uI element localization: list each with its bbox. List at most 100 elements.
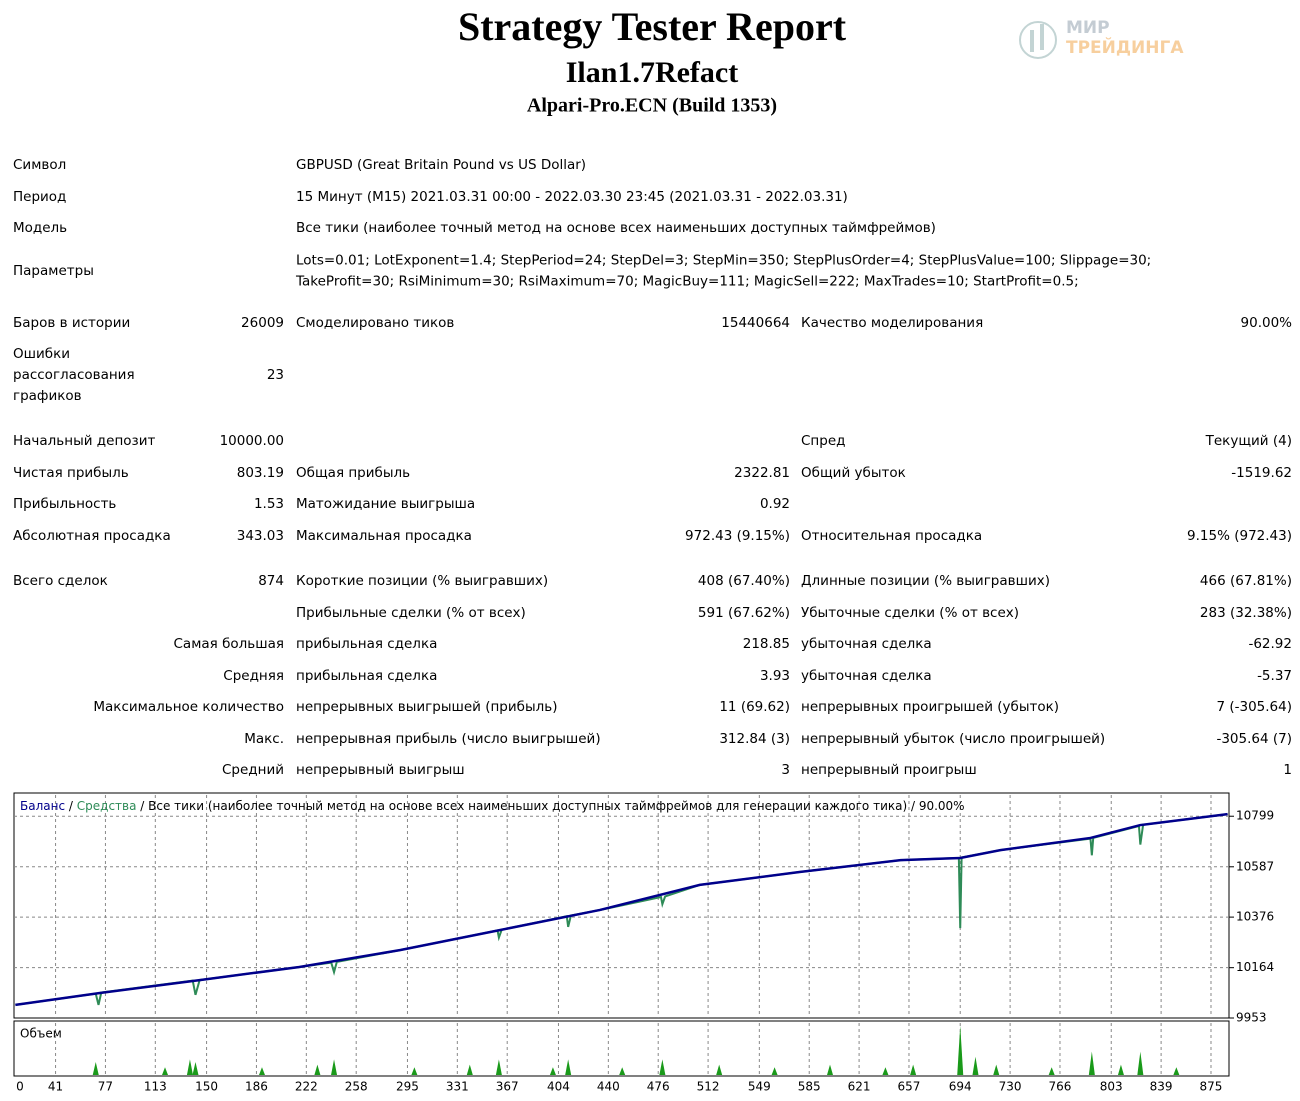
cell-text: графиков bbox=[13, 388, 82, 404]
cell-label: Матожидание выигрыша bbox=[296, 496, 475, 512]
logo-text: ТРЕЙДИНГА bbox=[1066, 36, 1184, 58]
legend-entry: Средства bbox=[77, 799, 137, 813]
cell-label: прибыльная сделка bbox=[296, 636, 437, 652]
cell-value: 1.53 bbox=[254, 496, 284, 512]
cell-label: Абсолютная просадка bbox=[13, 528, 171, 544]
volume-spike bbox=[1173, 1067, 1180, 1075]
volume-spike bbox=[192, 1062, 199, 1075]
y-tick-label: 9953 bbox=[1236, 1011, 1267, 1025]
cell-value: 15440664 bbox=[721, 315, 790, 331]
cell-label: прибыльная сделка bbox=[296, 668, 437, 684]
cell-label: непрерывный проигрыш bbox=[801, 762, 977, 778]
cell-label: Все тики (наиболее точный метод на основ… bbox=[296, 220, 936, 236]
cell-label: Параметры bbox=[13, 263, 94, 279]
volume-spike bbox=[716, 1064, 723, 1075]
x-tick-label: 621 bbox=[848, 1080, 871, 1094]
cell-value: 2322.81 bbox=[734, 465, 790, 481]
volume-frame bbox=[13, 1020, 1230, 1077]
x-tick-label: 476 bbox=[647, 1080, 670, 1094]
cell-label: Период bbox=[13, 189, 66, 205]
cell-label: GBPUSD (Great Britain Pound vs US Dollar… bbox=[296, 157, 586, 173]
y-tick-label: 10376 bbox=[1236, 910, 1274, 924]
x-tick-label: 258 bbox=[345, 1080, 368, 1094]
legend-separator: / bbox=[69, 799, 74, 813]
cell-label: Начальный депозит bbox=[13, 433, 155, 449]
cell-label: Общая прибыль bbox=[296, 465, 410, 481]
cell-label: Общий убыток bbox=[801, 465, 906, 481]
cell-label: непрерывная прибыль (число выигрышей) bbox=[296, 731, 601, 747]
line bbox=[15, 812, 1228, 1007]
volume-spike bbox=[1088, 1051, 1095, 1075]
volume-spike bbox=[549, 1067, 556, 1075]
x-tick-label: 41 bbox=[48, 1080, 63, 1094]
volume-spike bbox=[92, 1062, 99, 1075]
x-tick-label: 367 bbox=[496, 1080, 519, 1094]
volume-spike bbox=[957, 1025, 964, 1075]
y-tick-label: 10799 bbox=[1236, 809, 1274, 823]
cell-value: 408 (67.40%) bbox=[698, 573, 790, 589]
x-tick-label: 839 bbox=[1150, 1080, 1173, 1094]
cell-value: 7 (-305.64) bbox=[1216, 699, 1292, 715]
cell-value: 23 bbox=[267, 367, 284, 383]
volume-spike bbox=[258, 1067, 265, 1075]
volume-label: Объем bbox=[20, 1027, 62, 1041]
volume-spike bbox=[659, 1059, 666, 1075]
logo-icon bbox=[1040, 24, 1044, 50]
cell-text: Lots=0.01; LotExponent=1.4; StepPeriod=2… bbox=[296, 253, 1151, 269]
cell-value: 466 (67.81%) bbox=[1200, 573, 1292, 589]
cell-label: Спред bbox=[801, 433, 845, 449]
volume-spike bbox=[411, 1067, 418, 1075]
y-tick-label: 10164 bbox=[1236, 960, 1274, 974]
cell-value: 591 (67.62%) bbox=[698, 605, 790, 621]
cell-value: 11 (69.62) bbox=[719, 699, 790, 715]
legend-note: / Все тики (наиболее точный метод на осн… bbox=[140, 799, 964, 813]
volume-spike bbox=[331, 1059, 338, 1075]
x-tick-label: 803 bbox=[1100, 1080, 1123, 1094]
title: Strategy Tester Report bbox=[458, 4, 847, 49]
cell-value: 90.00% bbox=[1241, 315, 1293, 331]
legend-entry: Баланс bbox=[20, 799, 65, 813]
volume-spike bbox=[1117, 1064, 1124, 1075]
cell-value: 9.15% (972.43) bbox=[1187, 528, 1292, 544]
cell-label: непрерывных выигрышей (прибыль) bbox=[296, 699, 558, 715]
volume-spike bbox=[495, 1059, 502, 1075]
cell-label: непрерывный убыток (число проигрышей) bbox=[801, 731, 1105, 747]
volume-spike bbox=[1137, 1051, 1144, 1075]
cell-value: 0.92 bbox=[760, 496, 790, 512]
volume-spike bbox=[827, 1064, 834, 1075]
logo-icon bbox=[1030, 30, 1034, 52]
volume-spike bbox=[882, 1067, 889, 1075]
volume-spike bbox=[972, 1056, 979, 1075]
cell-value: 1 bbox=[1283, 762, 1292, 778]
cell-value: 10000.00 bbox=[220, 433, 284, 449]
cell-label: Длинные позиции (% выигравших) bbox=[801, 573, 1050, 589]
x-tick-label: 440 bbox=[597, 1080, 620, 1094]
volume-spike bbox=[1048, 1067, 1055, 1075]
cell-value: 874 bbox=[258, 573, 284, 589]
cell-label: 15 Минут (M15) 2021.03.31 00:00 - 2022.0… bbox=[296, 189, 848, 205]
cell-label: Прибыльные сделки (% от всех) bbox=[296, 605, 526, 621]
x-tick-label: 222 bbox=[295, 1080, 318, 1094]
cell-value: 3.93 bbox=[760, 668, 790, 684]
x-tick-label: 585 bbox=[798, 1080, 821, 1094]
x-tick-label: 295 bbox=[396, 1080, 419, 1094]
x-tick-label: 113 bbox=[144, 1080, 167, 1094]
cell-label: Максимальная просадка bbox=[296, 528, 472, 544]
x-tick-label: 875 bbox=[1200, 1080, 1223, 1094]
volume-spike bbox=[186, 1059, 193, 1075]
cell-value: 972.43 (9.15%) bbox=[685, 528, 790, 544]
cell-label: непрерывный выигрыш bbox=[296, 762, 465, 778]
volume-spike bbox=[565, 1059, 572, 1075]
x-tick-label: 730 bbox=[999, 1080, 1022, 1094]
cell-label: Смоделировано тиков bbox=[296, 315, 454, 331]
volume-spike bbox=[314, 1064, 321, 1075]
cell-label: Убыточные сделки (% от всех) bbox=[801, 605, 1019, 621]
volume-spike bbox=[466, 1064, 473, 1075]
cell-value: -305.64 (7) bbox=[1216, 731, 1292, 747]
cell-value: Максимальное количество bbox=[93, 699, 284, 715]
cell-value: 343.03 bbox=[237, 528, 284, 544]
cell-value: Текущий (4) bbox=[1205, 433, 1292, 449]
cell-value: 218.85 bbox=[743, 636, 790, 652]
cell-value: 3 bbox=[781, 762, 790, 778]
